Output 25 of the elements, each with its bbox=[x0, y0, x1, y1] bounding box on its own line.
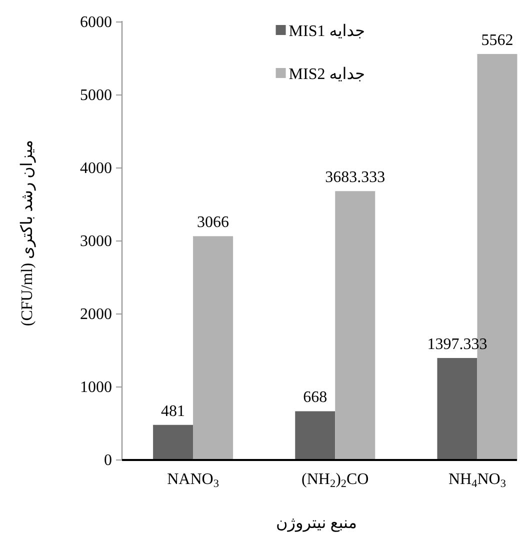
legend-label: جدایه MIS2 bbox=[288, 66, 365, 83]
data-label: 1397.333 bbox=[427, 336, 488, 353]
bar bbox=[295, 411, 336, 460]
data-label: 481 bbox=[161, 402, 186, 420]
legend-label: جدایه MIS1 bbox=[288, 23, 365, 40]
y-tick-label: 2000 bbox=[80, 306, 112, 323]
bar bbox=[335, 191, 376, 460]
y-tick-label: 4000 bbox=[80, 160, 112, 177]
bar bbox=[437, 358, 478, 460]
x-tick-label: NH$_{4}$NO$_{3}$ bbox=[448, 471, 506, 490]
y-tick-label: 6000 bbox=[80, 14, 112, 31]
y-tick-label: 0 bbox=[104, 452, 112, 469]
bar bbox=[153, 424, 194, 460]
y-axis-title: میزان رشد باکتری (CFU/ml) bbox=[19, 140, 36, 326]
x-axis-title: منبع نیتروژن bbox=[276, 515, 357, 532]
data-label: 5562 bbox=[481, 32, 514, 49]
y-tick-label: 1000 bbox=[80, 379, 112, 396]
y-tick-label: 3000 bbox=[80, 233, 112, 250]
data-label: 3066 bbox=[197, 214, 230, 232]
y-tick-label: 5000 bbox=[80, 87, 112, 104]
x-tick-label: (NH$_{2}$)$_{2}$CO bbox=[302, 471, 369, 490]
bar bbox=[193, 236, 234, 460]
data-label: 668 bbox=[303, 389, 328, 406]
data-label: 3683.333 bbox=[325, 169, 386, 186]
x-tick-label: NANO$_{3}$ bbox=[167, 471, 220, 490]
